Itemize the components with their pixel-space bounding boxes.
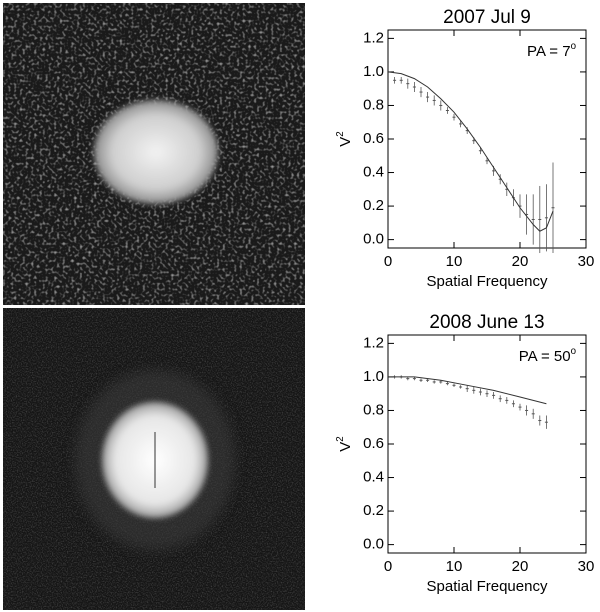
- y-tick-label: 0.6: [363, 435, 384, 452]
- plot-frame: [387, 29, 587, 249]
- y-tick-label: 0.0: [363, 536, 384, 553]
- x-tick-label: 10: [446, 558, 463, 575]
- chart: 2008 June 13 0.0 0.2 0.4 0.6 0.8 1.0 1.2 0 10 20 30…: [335, 312, 595, 595]
- image-2008: [3, 308, 305, 610]
- y-tick-label: 0.0: [363, 231, 384, 248]
- y-axis-label-sup: 2: [335, 436, 346, 441]
- y-axis-label-text: V: [337, 442, 354, 452]
- x-tick-label: 30: [578, 558, 595, 575]
- annotation-sup: o: [571, 41, 577, 52]
- plot-frame: [387, 334, 587, 554]
- y-tick-label: 1.2: [363, 334, 384, 351]
- annotation: PA = 50o: [519, 346, 577, 365]
- y-axis-label-sup: 2: [335, 131, 346, 136]
- y-axis-label-text: V: [337, 137, 354, 147]
- chart-title: 2008 June 13: [429, 312, 544, 333]
- y-tick-label: 1.0: [363, 368, 384, 385]
- charts: 2007 Jul 90.00.20.40.60.81.01.20 10 20 30Sp…: [335, 7, 595, 595]
- x-tick-label: 20: [512, 253, 529, 270]
- x-tick-label: 30: [578, 253, 595, 270]
- y-tick-label: 0.8: [363, 401, 384, 418]
- annotation-sup: o: [571, 346, 577, 357]
- y-tick-label: 0.6: [363, 130, 384, 147]
- y-tick-label: 0.4: [363, 164, 384, 181]
- y-tick-label: 0.2: [363, 197, 384, 214]
- y-tick-label: 1.0: [363, 63, 384, 80]
- x-tick-label: 10: [446, 253, 463, 270]
- annotation-text: PA = 7: [527, 43, 571, 60]
- y-tick-label: 0.8: [363, 96, 384, 113]
- x-axis-label: Spatial Frequency: [427, 578, 548, 595]
- chart: 2007 Jul 9 0.0 0.2 0.4 0.6 0.8 1.0 1.2 0 10 20 30 Sp…: [335, 7, 595, 290]
- y-axis-label: V2: [335, 131, 354, 146]
- image-2007: [3, 3, 305, 305]
- x-tick-label: 0: [384, 558, 392, 575]
- model-line: [388, 376, 547, 405]
- y-axis-label: V2: [335, 436, 354, 451]
- y-tick-label: 1.2: [363, 29, 384, 46]
- chart-title: 2007 Jul 9: [443, 7, 531, 28]
- y-tick-label: 0.4: [363, 469, 384, 486]
- x-tick-label: 20: [512, 558, 529, 575]
- y-tick-label: 0.2: [363, 502, 384, 519]
- annotation-text: PA = 50: [519, 348, 571, 365]
- x-axis-label: Spatial Frequency: [427, 273, 548, 290]
- x-tick-label: 0: [384, 253, 392, 270]
- annotation: PA = 7o: [527, 41, 577, 60]
- model-line: [387, 71, 554, 232]
